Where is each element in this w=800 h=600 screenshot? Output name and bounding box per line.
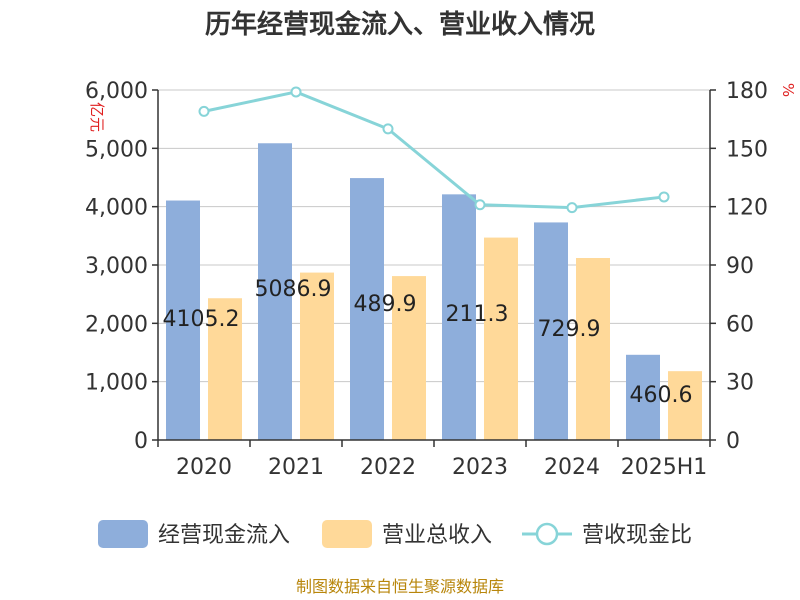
bar-revenue: [300, 272, 334, 440]
left-tick-label: 1,000: [85, 371, 148, 396]
x-tick-label: 2020: [176, 455, 232, 480]
x-tick-label: 2025H1: [621, 455, 708, 480]
ratio-point: [382, 123, 394, 135]
right-tick-label: 90: [726, 254, 754, 279]
bar-data-label: 5086.9: [255, 277, 332, 302]
bar-revenue: [484, 237, 518, 440]
x-tick-label: 2023: [452, 455, 508, 480]
bar-data-label: 4105.2: [163, 307, 240, 332]
left-tick-label: 3,000: [85, 254, 148, 279]
chart-title: 历年经营现金流入、营业收入情况: [205, 9, 595, 40]
right-tick-label: 60: [726, 312, 754, 337]
right-tick-label: 120: [726, 196, 768, 221]
bar-cash-inflow: [166, 200, 200, 440]
ratio-point: [290, 86, 302, 98]
legend-swatch-ratio-marker: [535, 522, 559, 546]
line-layer: [198, 86, 670, 214]
bar-cash-inflow: [350, 178, 384, 440]
ratio-point: [198, 105, 210, 117]
legend: 经营现金流入 营业总收入 营收现金比: [98, 520, 692, 548]
ratio-point: [658, 191, 670, 203]
ratio-line: [203, 90, 665, 210]
bar-cash-inflow: [534, 222, 568, 440]
x-tick-label: 2024: [544, 455, 600, 480]
left-tick-label: 5,000: [85, 137, 148, 162]
bar-data-label: 211.3: [446, 302, 509, 327]
bar-data-label: 729.9: [538, 317, 601, 342]
bar-data-label: 489.9: [354, 292, 417, 317]
legend-swatch-revenue: [322, 520, 372, 548]
legend-label-revenue: 营业总收入: [382, 523, 492, 548]
right-tick-label: 150: [726, 137, 768, 162]
bar-revenue: [576, 258, 610, 440]
bar-cash-inflow: [442, 194, 476, 440]
left-tick-label: 0: [134, 429, 148, 454]
axes-layer: 0 1,000 2,000 3,000 4,000 5,000 6,000 0 30 60 90 12…: [85, 79, 768, 480]
ratio-point: [474, 199, 486, 211]
data-labels-layer: 4105.2 5086.9 489.9 211.3 729.9 460.6: [163, 277, 693, 408]
right-tick-label: 180: [726, 79, 768, 104]
right-tick-label: 30: [726, 371, 754, 396]
bar-data-label: 460.6: [630, 383, 693, 408]
legend-label-ratio: 营收现金比: [582, 523, 692, 548]
bars-layer: [166, 143, 702, 441]
source-text: 制图数据来自恒生聚源数据库: [296, 577, 504, 596]
left-axis-unit: 亿元: [88, 102, 106, 132]
right-tick-label: 0: [726, 429, 740, 454]
left-tick-label: 6,000: [85, 79, 148, 104]
legend-label-cash-inflow: 经营现金流入: [158, 523, 290, 548]
bar-revenue: [392, 276, 426, 440]
grid-layer: [158, 89, 710, 383]
bar-cash-inflow: [258, 143, 292, 441]
bar-cash-inflow: [626, 354, 660, 440]
right-axis-unit: %: [779, 83, 797, 97]
bar-revenue: [668, 371, 702, 440]
left-tick-label: 2,000: [85, 312, 148, 337]
bar-revenue: [208, 298, 242, 440]
legend-swatch-cash-inflow: [98, 520, 148, 548]
x-tick-label: 2022: [360, 455, 416, 480]
left-tick-label: 4,000: [85, 196, 148, 221]
ratio-point: [566, 202, 578, 214]
x-tick-label: 2021: [268, 455, 324, 480]
